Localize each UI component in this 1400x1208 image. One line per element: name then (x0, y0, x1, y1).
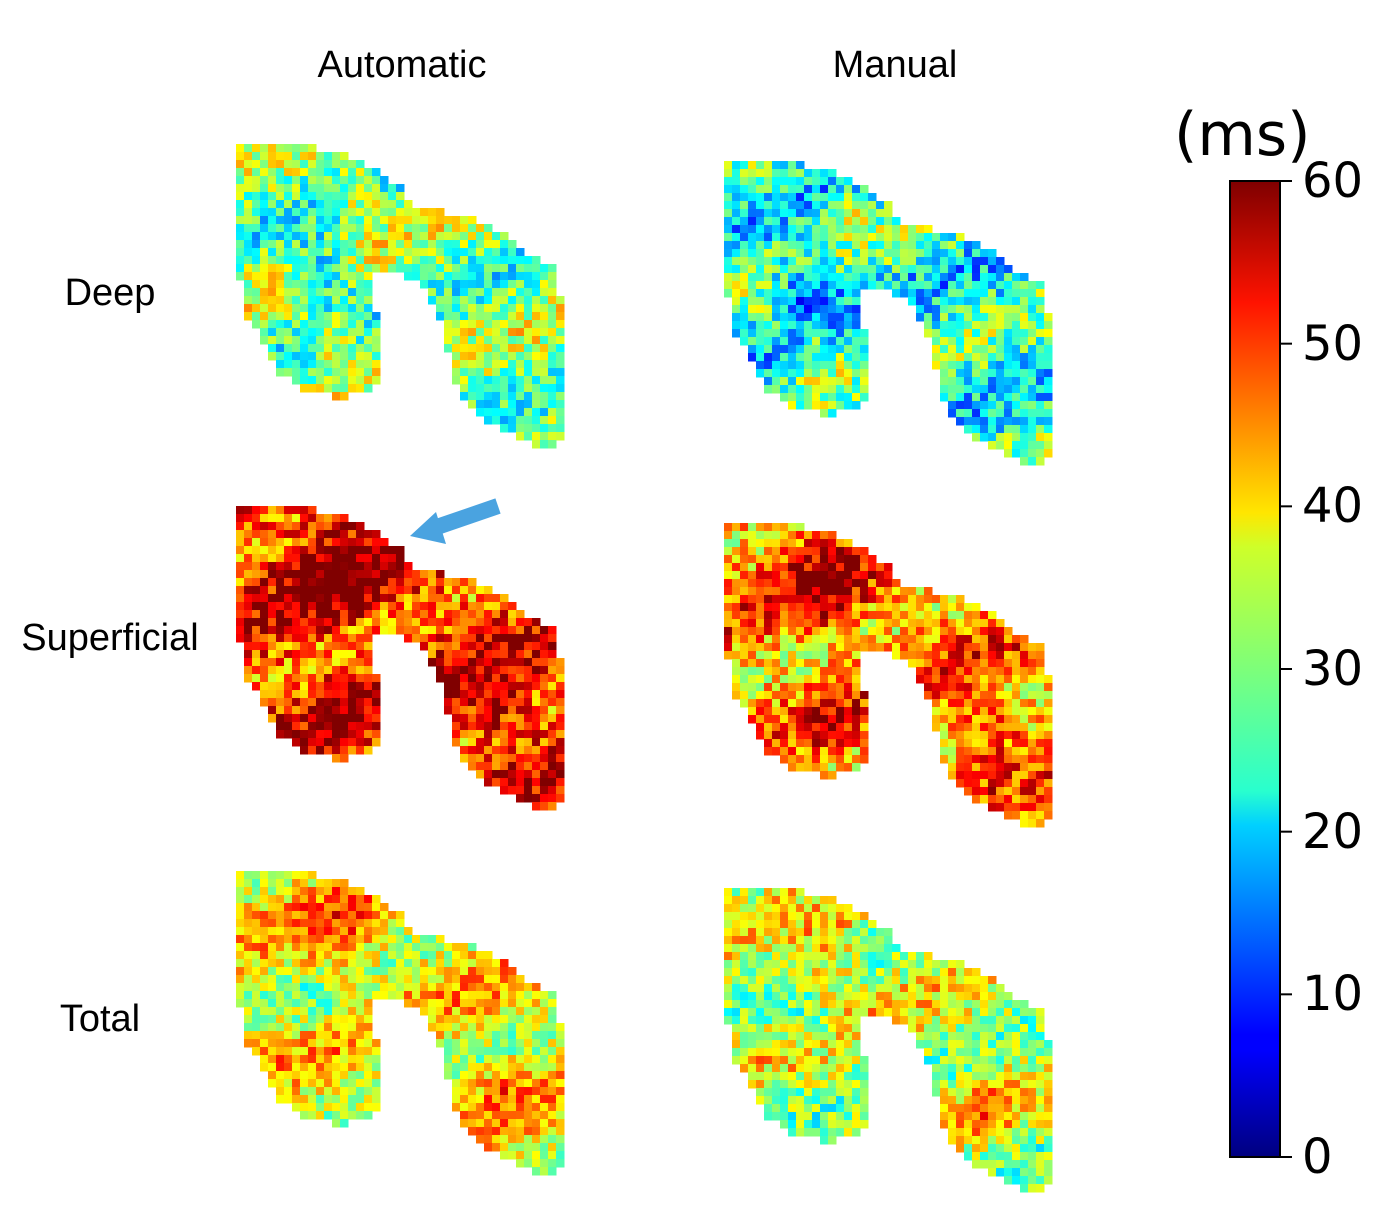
colorbar-ticks (1280, 180, 1292, 1158)
colorbar-tick-label: 0 (1302, 1129, 1333, 1185)
colorbar-tick-label: 20 (1302, 803, 1364, 860)
annotation-arrow (410, 498, 501, 544)
colorbar-tick-label: 50 (1302, 315, 1364, 372)
heatmap-panels (236, 144, 1053, 1193)
row-label-superficial: Superficial (21, 617, 199, 659)
colorbar-unit-label: (ms) (1174, 100, 1311, 170)
row-label-total: Total (59, 998, 141, 1040)
column-label-manual: Manual (832, 44, 958, 86)
colorbar-tick-label: 40 (1302, 478, 1364, 535)
heatmap-panel-deep-manual (724, 161, 1053, 466)
heatmap-panel-total-manual (724, 888, 1053, 1193)
colorbar-tick-label: 10 (1302, 966, 1364, 1023)
row-label-deep: Deep (64, 272, 156, 314)
column-label-automatic: Automatic (317, 44, 487, 86)
heatmap-panel-deep-automatic (236, 144, 565, 449)
colorbar-tick-label: 30 (1302, 641, 1364, 697)
colorbar (1229, 180, 1281, 1158)
heatmap-panel-superficial-manual (724, 523, 1053, 828)
heatmap-panel-superficial-automatic (236, 506, 565, 811)
heatmap-panel-total-automatic (236, 871, 565, 1176)
colorbar-tick-label: 60 (1302, 153, 1364, 209)
